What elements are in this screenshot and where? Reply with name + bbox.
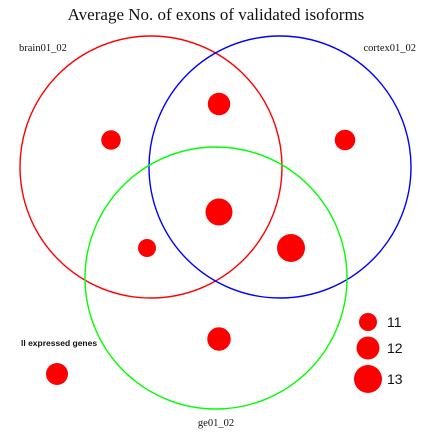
region-dot — [277, 234, 305, 262]
legend-dot — [354, 365, 382, 393]
set-circle-ge01_02 — [84, 146, 348, 410]
region-dot — [205, 198, 233, 226]
set-circle-brain01_02 — [19, 35, 283, 299]
legend-label: 11 — [387, 314, 402, 330]
chart-title: Average No. of exons of validated isofor… — [68, 5, 365, 24]
region-dot — [138, 239, 156, 257]
legend-dot — [356, 336, 380, 360]
outside-label: ll expressed genes — [21, 338, 97, 348]
region-dot — [101, 130, 121, 150]
set-label-brain01_02: brain01_02 — [19, 43, 67, 54]
set-label-ge01_02: ge01_02 — [198, 418, 234, 429]
region-dot — [207, 92, 231, 116]
set-label-cortex01_02: cortex01_02 — [364, 43, 417, 54]
legend-dot — [359, 313, 377, 331]
legend-label: 12 — [387, 340, 403, 356]
region-dot — [207, 327, 231, 351]
set-circles — [19, 35, 412, 410]
set-circle-cortex01_02 — [148, 35, 412, 299]
legend-label: 13 — [387, 371, 403, 387]
region-dot — [334, 129, 356, 151]
region-dots — [46, 92, 356, 385]
legend: 11 12 13 — [354, 313, 403, 393]
region-dot — [46, 363, 68, 385]
